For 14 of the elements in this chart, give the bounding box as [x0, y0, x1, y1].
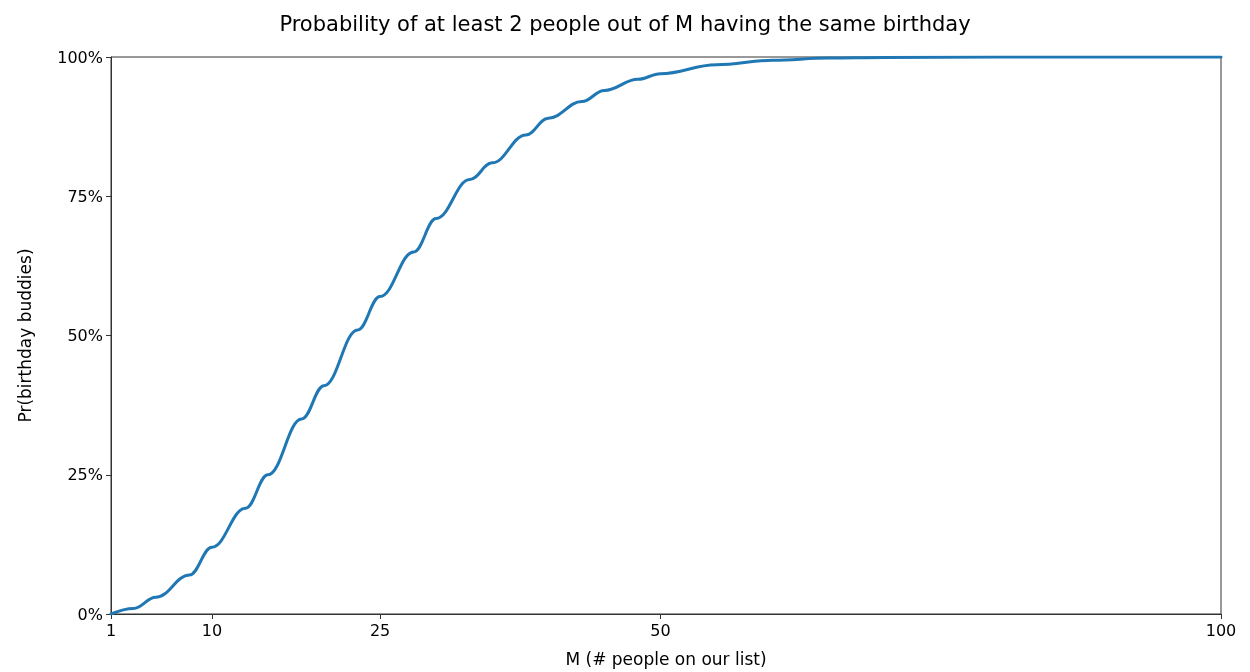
y-tick-label: 25%: [67, 465, 103, 485]
x-tick-label: 50: [650, 620, 671, 640]
x-axis-title: M (# people on our list): [565, 648, 767, 669]
y-tick-label: 100%: [57, 47, 103, 67]
x-tick-label: 25: [369, 620, 391, 640]
y-tick-label: 50%: [67, 326, 103, 345]
x-tick-label: 10: [201, 620, 223, 640]
y-tick-label: 75%: [67, 186, 103, 206]
line-series: [109, 55, 1223, 616]
y-tick-label: 0%: [77, 604, 103, 624]
y-axis-title: Pr(birthday buddies): [14, 248, 35, 423]
x-tick-label: 1: [105, 620, 117, 640]
x-tick-label: 100: [1205, 620, 1237, 640]
chart-title: Probability of at least 2 people out of M having the same birthday: [279, 11, 971, 36]
